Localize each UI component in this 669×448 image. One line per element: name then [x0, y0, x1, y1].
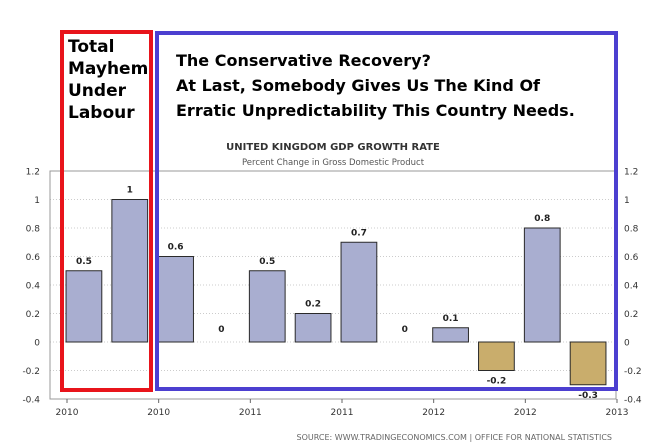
annotation-line: Total	[68, 37, 115, 57]
source-footer: SOURCE: WWW.TRADINGECONOMICS.COM | OFFIC…	[297, 433, 612, 442]
bar	[111, 199, 149, 343]
data-label: 0.8	[534, 214, 550, 224]
labour-annotation: Total Mayhem Under Labour	[68, 36, 158, 124]
gridlines	[50, 199, 616, 371]
y-tick-label-right: 1	[624, 196, 630, 206]
x-tick-label: 2012	[514, 408, 537, 418]
y-tick-label-left: 1.2	[26, 168, 40, 178]
labour-highlight-box	[60, 30, 153, 392]
annotation-line: Labour	[68, 103, 135, 123]
data-label: -0.2	[487, 377, 507, 387]
bar	[65, 270, 103, 343]
y-tick-label-left: -0.2	[22, 367, 40, 377]
annotation-line: Under	[68, 81, 126, 101]
y-axis-right: 1.2 1 0.8 0.6 0.4 0.2 0 -0.2 -0.4	[624, 168, 642, 406]
y-tick-label-right: 1.2	[624, 168, 638, 178]
data-labels: 0.5 1 0.6 0 0.5 0.2 0.7 0 0.1 -0.2 0.8 -0.3	[76, 186, 598, 401]
bar	[478, 341, 515, 371]
x-tick-label: 2011	[239, 408, 262, 418]
y-tick-label-left: 1	[34, 196, 40, 206]
data-label: -0.3	[578, 391, 598, 401]
conservative-annotation: The Conservative Recovery? At Last, Some…	[176, 48, 606, 123]
annotation-line: At Last, Somebody Gives Us The Kind Of	[176, 76, 541, 95]
y-tick-label-left: 0.6	[26, 253, 41, 263]
x-tick-label: 2013	[606, 408, 629, 418]
bar	[523, 227, 561, 343]
x-axis: 2010 2010 2011 2011 2012 2012 2013	[56, 399, 629, 418]
annotation-line: The Conservative Recovery?	[176, 51, 431, 70]
bar	[157, 256, 194, 343]
y-axis-left: 1.2 1 0.8 0.6 0.4 0.2 0 -0.2 -0.4	[22, 168, 40, 406]
bar	[569, 341, 607, 386]
chart-title: UNITED KINGDOM GDP GROWTH RATE	[226, 142, 440, 153]
y-tick-label-left: 0.8	[26, 225, 41, 235]
data-label: 0	[402, 325, 408, 335]
y-tick-label-right: 0.2	[624, 310, 638, 320]
bar	[294, 313, 332, 343]
y-tick-label-right: 0.6	[624, 253, 639, 263]
bar	[248, 270, 286, 343]
data-label: 0.7	[351, 228, 367, 238]
data-label: 1	[127, 186, 133, 196]
bars	[65, 199, 607, 386]
y-tick-label-left: 0.4	[26, 282, 41, 292]
y-tick-label-right: 0.8	[624, 225, 639, 235]
x-tick-label: 2011	[331, 408, 354, 418]
bar	[432, 327, 469, 343]
data-label: 0.6	[168, 243, 184, 253]
y-tick-label-right: 0.4	[624, 282, 639, 292]
data-label: 0.1	[443, 314, 459, 324]
x-tick-label: 2010	[56, 408, 79, 418]
y-tick-label-right: -0.2	[624, 367, 642, 377]
data-label: 0.5	[76, 257, 92, 267]
y-tick-label-right: 0	[624, 339, 630, 349]
annotation-line: Erratic Unpredictability This Country Ne…	[176, 101, 575, 120]
x-tick-label: 2012	[422, 408, 445, 418]
chart-subtitle: Percent Change in Gross Domestic Product	[242, 158, 425, 168]
data-label: 0	[218, 325, 224, 335]
y-tick-label-left: 0	[34, 339, 40, 349]
y-tick-label-left: -0.4	[22, 396, 40, 406]
data-label: 0.2	[305, 300, 321, 310]
conservative-highlight-box	[155, 31, 618, 391]
x-tick-label: 2010	[147, 408, 170, 418]
y-tick-label-right: -0.4	[624, 396, 642, 406]
bar	[340, 241, 378, 343]
annotation-line: Mayhem	[68, 59, 149, 79]
data-label: 0.5	[259, 257, 275, 267]
y-tick-label-left: 0.2	[26, 310, 40, 320]
